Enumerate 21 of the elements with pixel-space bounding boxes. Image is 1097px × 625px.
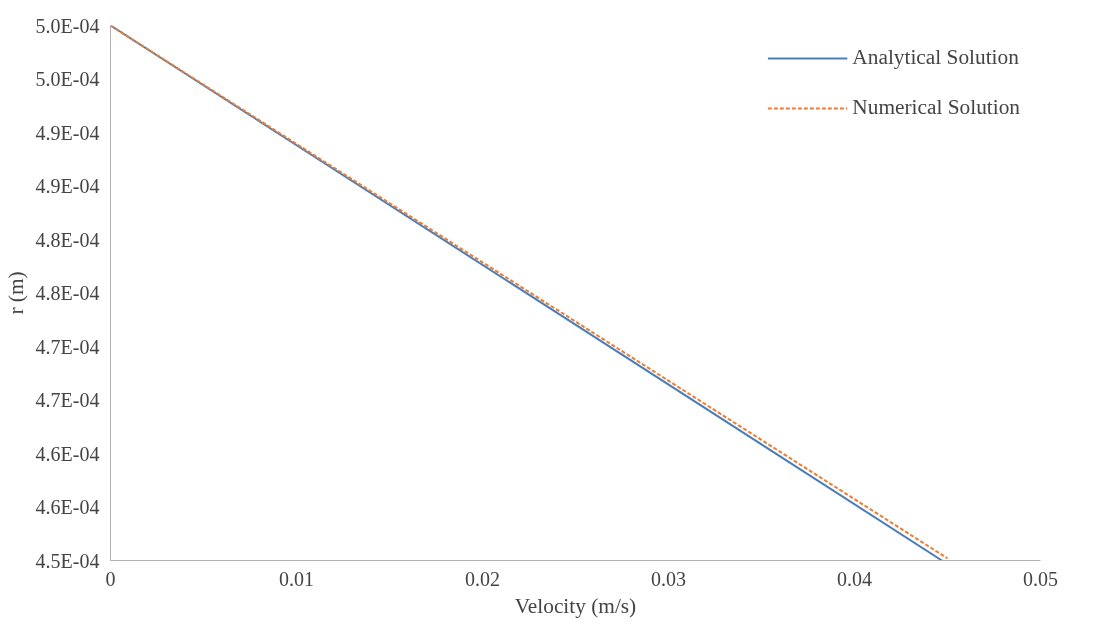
y-tick-label: 4.5E-04 [35,549,100,572]
legend-label: Analytical Solution [852,45,1019,70]
y-tick-label: 4.7E-04 [35,335,100,358]
y-tick-label: 4.7E-04 [35,389,100,411]
y-tick-label: 4.8E-04 [35,228,100,251]
x-tick-label: 0.03 [651,567,686,590]
y-tick-label: 4.6E-04 [35,496,100,518]
x-tick-label: 0.05 [1023,567,1058,590]
y-tick-label: 4.8E-04 [35,282,100,304]
y-tick-label: 4.9E-04 [35,121,100,144]
y-tick-label: 5.0E-04 [35,14,100,37]
x-tick-label: 0.04 [837,567,872,590]
x-tick-label: 0.02 [465,567,500,590]
y-axis-title: r (m) [3,271,28,315]
legend-label: Numerical Solution [852,95,1020,120]
x-tick-label: 0.01 [279,567,314,590]
y-tick-label: 5.0E-04 [35,68,100,90]
x-axis-title: Velocity (m/s) [514,593,637,618]
y-tick-label: 4.9E-04 [35,175,100,197]
y-tick-label: 4.6E-04 [35,442,100,465]
x-tick-label: 0 [105,567,116,590]
